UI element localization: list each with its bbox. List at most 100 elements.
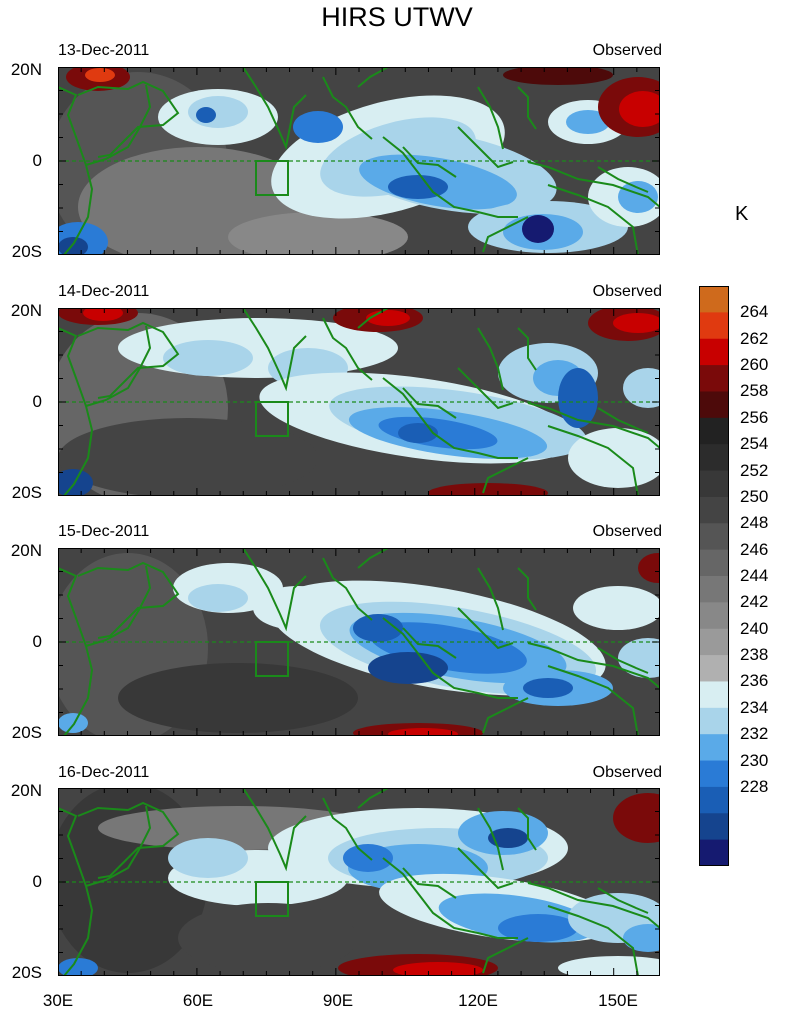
coastline-path xyxy=(382,136,518,218)
coastline-path xyxy=(477,567,504,631)
panel-4-label: Observed xyxy=(592,764,662,781)
map-panel-2 xyxy=(58,308,660,496)
map-panel-3 xyxy=(58,548,660,736)
field-contour xyxy=(428,483,548,496)
coastline-path xyxy=(517,86,537,130)
colorbar-segment xyxy=(699,286,729,313)
colorbar-segment xyxy=(699,549,729,577)
coastline-path xyxy=(527,642,660,689)
coastline-path xyxy=(547,905,639,976)
coastline-path xyxy=(527,402,660,449)
field-contour xyxy=(573,586,660,630)
panel-1-date: 13-Dec-2011 xyxy=(58,42,150,59)
coastline-path xyxy=(382,377,518,459)
coastline-path xyxy=(77,321,180,399)
axis-ticks xyxy=(58,67,660,255)
field-contour xyxy=(58,237,88,255)
coastlines xyxy=(58,308,660,496)
colorbar-segment xyxy=(699,681,729,709)
colorbar-tick-label: 254 xyxy=(740,434,769,454)
coastline-path xyxy=(402,627,457,659)
coastline-path xyxy=(382,617,518,699)
y-label-eq: 0 xyxy=(32,632,42,651)
y-label-20n: 20N xyxy=(10,60,42,79)
field-contour xyxy=(83,308,123,321)
panel-2-date: 14-Dec-2011 xyxy=(58,283,150,300)
field-contour xyxy=(228,212,408,255)
colorbar-segment xyxy=(699,813,729,841)
colorbar-tick-label: 250 xyxy=(740,486,769,506)
colorbar-tick-label: 252 xyxy=(740,460,769,480)
coastline-path xyxy=(517,807,537,851)
colorbar-segment xyxy=(699,734,729,762)
field-contour xyxy=(498,914,578,942)
coastline-path xyxy=(77,561,180,639)
field-contour xyxy=(343,844,393,872)
colorbar-segment xyxy=(699,839,729,866)
field-contour xyxy=(638,553,660,583)
colorbar-segment xyxy=(699,417,729,445)
coastline-path xyxy=(322,76,373,140)
x-label-30e: 30E xyxy=(42,991,74,1010)
colorbar-segment xyxy=(699,444,729,472)
colorbar-tick-label: 260 xyxy=(740,355,769,375)
field-contour xyxy=(613,793,660,843)
field-contour xyxy=(393,962,483,976)
colorbar-tick-label: 240 xyxy=(740,618,769,638)
colorbar xyxy=(699,286,729,866)
x-label-60e: 60E xyxy=(182,991,214,1010)
coastline-path xyxy=(527,161,660,208)
coastline-path xyxy=(527,882,660,929)
field-contour xyxy=(58,713,88,733)
colorbar-tick-label: 232 xyxy=(740,724,769,744)
colorbar-segment xyxy=(699,760,729,788)
panel-4-date: 16-Dec-2011 xyxy=(58,764,150,781)
field-contour xyxy=(168,838,248,878)
panel-3-date: 15-Dec-2011 xyxy=(58,523,150,540)
coastline-path xyxy=(242,788,307,872)
panel-3-label: Observed xyxy=(592,523,662,540)
colorbar-tick-label: 256 xyxy=(740,407,769,427)
coastline-path xyxy=(85,805,152,887)
coastline-path xyxy=(482,457,529,494)
colorbar-tick-label: 244 xyxy=(740,566,769,585)
coastline-path xyxy=(85,84,152,166)
x-label-120e: 120E xyxy=(458,991,498,1010)
field-contour xyxy=(178,903,358,973)
field-contour xyxy=(118,663,358,733)
colorbar-segment xyxy=(699,655,729,682)
coastline-path xyxy=(85,325,152,407)
coastline-path xyxy=(547,425,639,496)
field-contour xyxy=(623,368,660,408)
panel-1-label: Observed xyxy=(592,42,662,59)
colorbar-tick-label: 230 xyxy=(740,750,769,770)
coastline-path xyxy=(77,80,180,158)
field-contour xyxy=(618,638,660,678)
region-box xyxy=(255,881,289,917)
field-contour xyxy=(58,418,318,496)
colorbar-segment xyxy=(699,602,729,630)
region-box xyxy=(255,401,289,437)
coastline-path xyxy=(597,647,649,674)
coastline-path xyxy=(457,847,514,890)
coastline-path xyxy=(402,146,457,178)
region-box xyxy=(255,641,289,677)
colorbar-tick-label: 236 xyxy=(740,671,769,691)
y-label-20s: 20S xyxy=(11,242,42,261)
coastline-path xyxy=(322,317,373,381)
field-contour xyxy=(188,584,248,612)
y-label-eq: 0 xyxy=(32,872,42,891)
colorbar-segment xyxy=(699,338,729,366)
colorbar-segment xyxy=(699,391,729,419)
colorbar-unit: K xyxy=(735,203,749,225)
field-contour xyxy=(558,368,598,428)
y-label-20s: 20S xyxy=(11,963,42,982)
y-label-20n: 20N xyxy=(10,301,42,320)
coastline-path xyxy=(477,86,504,150)
field-contour xyxy=(366,310,410,326)
coastline-path xyxy=(477,807,504,871)
coastline-path xyxy=(322,797,373,861)
x-label-150e: 150E xyxy=(598,991,638,1010)
coastline-path xyxy=(482,697,529,734)
field-contour xyxy=(368,652,448,684)
